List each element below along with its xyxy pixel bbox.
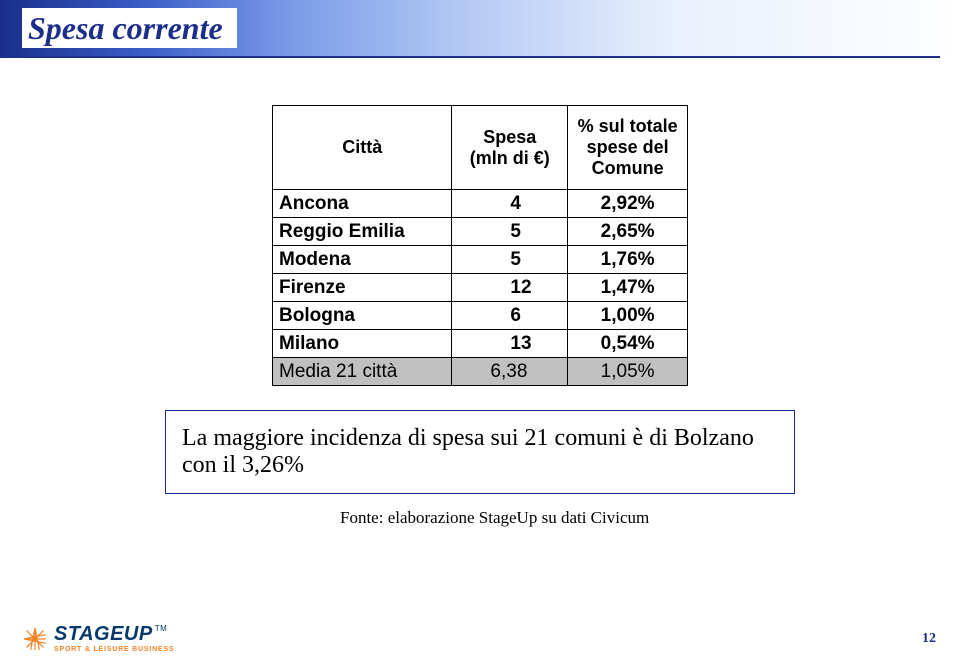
cell-summary-label: Media 21 città bbox=[273, 358, 452, 386]
cell-spesa: 6 bbox=[452, 302, 568, 330]
cell-pct: 2,92% bbox=[568, 190, 688, 218]
cell-spesa: 13 bbox=[452, 330, 568, 358]
caption-box: La maggiore incidenza di spesa sui 21 co… bbox=[165, 410, 795, 494]
table-row: Reggio Emilia 5 2,65% bbox=[273, 218, 688, 246]
cell-spesa: 4 bbox=[452, 190, 568, 218]
cell-city: Milano bbox=[273, 330, 452, 358]
col-header-spesa: Spesa(mln di €) bbox=[452, 106, 568, 190]
table-summary-row: Media 21 città 6,38 1,05% bbox=[273, 358, 688, 386]
cell-pct: 1,47% bbox=[568, 274, 688, 302]
logo-sub-text: SPORT & LEISURE BUSINESS bbox=[54, 646, 174, 653]
table-row: Bologna 6 1,00% bbox=[273, 302, 688, 330]
cell-spesa: 12 bbox=[452, 274, 568, 302]
col-header-pct: % sul totale spese del Comune bbox=[568, 106, 688, 190]
table-row: Firenze 12 1,47% bbox=[273, 274, 688, 302]
cell-pct: 2,65% bbox=[568, 218, 688, 246]
data-table: Città Spesa(mln di €) % sul totale spese… bbox=[272, 105, 688, 386]
cell-pct: 1,00% bbox=[568, 302, 688, 330]
cell-city: Reggio Emilia bbox=[273, 218, 452, 246]
cell-summary-spesa: 6,38 bbox=[452, 358, 568, 386]
page-title: Spesa corrente bbox=[22, 8, 237, 48]
starburst-icon bbox=[22, 626, 48, 652]
cell-city: Bologna bbox=[273, 302, 452, 330]
logo-main-text: STAGEUP TM bbox=[54, 624, 174, 644]
cell-city: Ancona bbox=[273, 190, 452, 218]
source-text: Fonte: elaborazione StageUp su dati Civi… bbox=[340, 508, 649, 528]
cell-city: Modena bbox=[273, 246, 452, 274]
cell-pct: 0,54% bbox=[568, 330, 688, 358]
title-underline bbox=[22, 56, 940, 58]
page-number: 12 bbox=[922, 631, 936, 647]
cell-city: Firenze bbox=[273, 274, 452, 302]
cell-spesa: 5 bbox=[452, 246, 568, 274]
table-row: Milano 13 0,54% bbox=[273, 330, 688, 358]
logo-name: STAGEUP bbox=[54, 624, 153, 644]
cell-spesa: 5 bbox=[452, 218, 568, 246]
logo-tm: TM bbox=[155, 625, 168, 633]
cell-summary-pct: 1,05% bbox=[568, 358, 688, 386]
table-row: Ancona 4 2,92% bbox=[273, 190, 688, 218]
cell-pct: 1,76% bbox=[568, 246, 688, 274]
table-row: Modena 5 1,76% bbox=[273, 246, 688, 274]
col-header-city: Città bbox=[273, 106, 452, 190]
brand-logo: STAGEUP TM SPORT & LEISURE BUSINESS bbox=[22, 624, 174, 653]
